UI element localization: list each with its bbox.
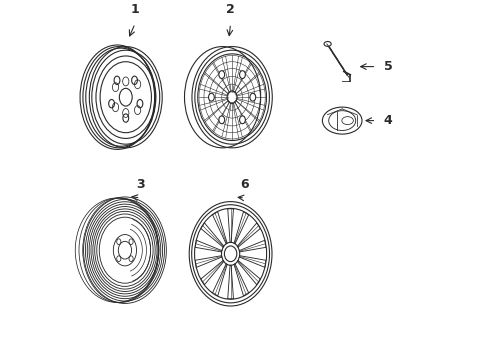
Text: 6: 6 <box>241 178 249 191</box>
Ellipse shape <box>219 71 224 78</box>
Ellipse shape <box>209 93 214 101</box>
Text: 5: 5 <box>384 60 392 73</box>
Text: 2: 2 <box>226 3 235 16</box>
Ellipse shape <box>250 93 256 101</box>
Text: 1: 1 <box>131 3 140 16</box>
Text: 3: 3 <box>136 178 145 191</box>
Text: 4: 4 <box>384 114 392 127</box>
Ellipse shape <box>240 71 245 78</box>
Ellipse shape <box>219 116 224 124</box>
Ellipse shape <box>240 116 245 124</box>
